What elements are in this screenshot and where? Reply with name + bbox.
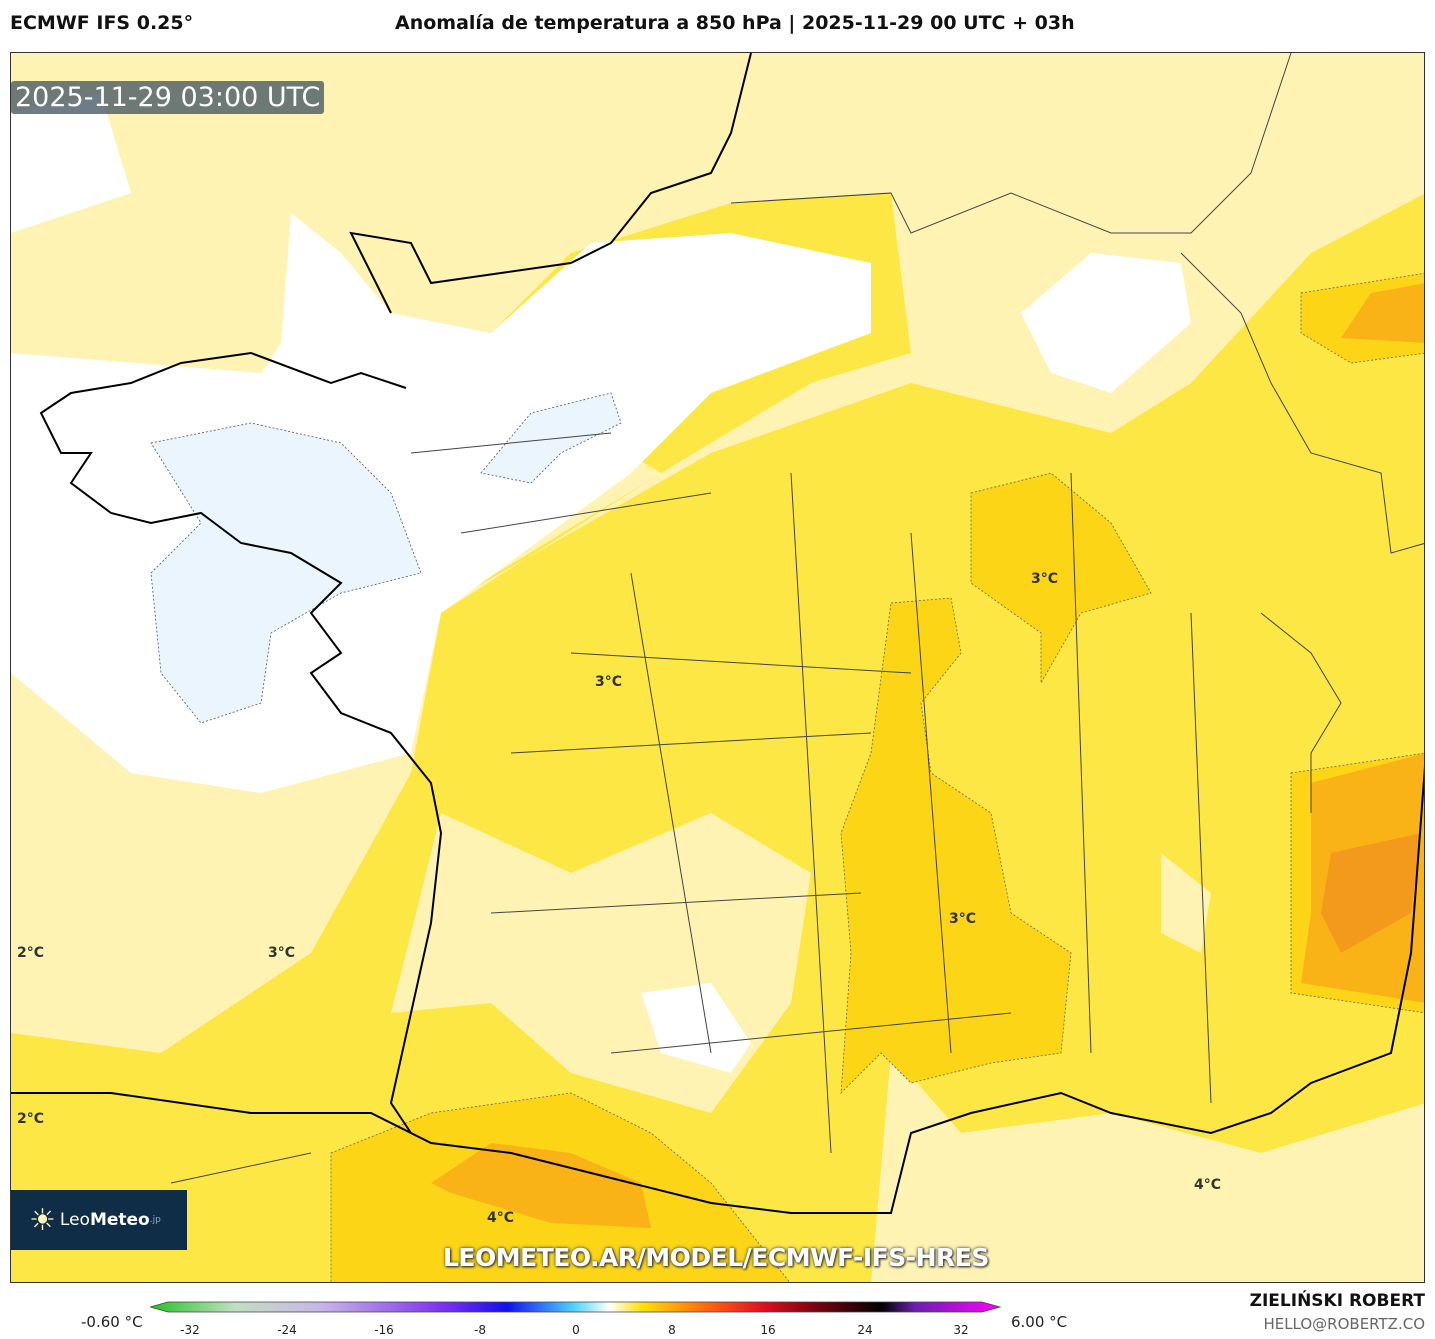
- colorbar: [150, 1301, 1002, 1313]
- leometeo-logo[interactable]: ☀ Leo Meteo .jp: [11, 1190, 187, 1250]
- colorbar-tick: 16: [760, 1323, 776, 1337]
- colorbar-tick: -24: [277, 1323, 297, 1337]
- logo-text-bold: Meteo: [89, 1210, 150, 1230]
- sun-icon: ☀: [29, 1202, 56, 1238]
- colorbar-tick: -16: [374, 1323, 394, 1337]
- field-white: [11, 93, 1191, 1073]
- colorbar-tick: 24: [857, 1323, 873, 1337]
- contour-label: 2°C: [17, 945, 45, 961]
- model-url[interactable]: LEOMETEO.AR/MODEL/ECMWF-IFS-HRES: [443, 1243, 989, 1272]
- contour-label: 3°C: [595, 674, 623, 690]
- contour-label: 2°C: [17, 1111, 45, 1127]
- contour-label: 3°C: [1031, 571, 1059, 587]
- colorbar-tick: 8: [668, 1323, 676, 1337]
- valid-time: 2025-11-29 03:00 UTC: [11, 81, 325, 114]
- map[interactable]: 2025-11-29 03:00 UTC 3°C 3°C 3°C 2°C 3°C…: [10, 52, 1425, 1283]
- range-max: 6.00 °C: [1011, 1313, 1068, 1331]
- colorbar-fill: [150, 1301, 1002, 1313]
- colorbar-tick: 32: [953, 1323, 969, 1337]
- anomaly-field: [11, 53, 1424, 1282]
- field-dark-orange: [1321, 833, 1421, 953]
- range-min: -0.60 °C: [81, 1313, 143, 1331]
- colorbar-tick: -8: [474, 1323, 486, 1337]
- colorbar-tick: 0: [572, 1323, 580, 1337]
- colorbar-tick: -32: [180, 1323, 200, 1337]
- logo-suffix: .jp: [149, 1215, 161, 1225]
- author: ZIELIŃSKI ROBERT: [1249, 1291, 1425, 1311]
- coastline: [11, 53, 1424, 1214]
- logo-text: Leo: [59, 1210, 90, 1230]
- model-name: ECMWF IFS 0.25°: [10, 12, 194, 34]
- contour-label: 3°C: [268, 945, 296, 961]
- field-deep-yellow: [330, 272, 1424, 1282]
- contour-label: 4°C: [487, 1210, 515, 1226]
- borders: [170, 53, 1424, 1184]
- chart-title: Anomalía de temperatura a 850 hPa | 2025…: [395, 12, 1075, 34]
- field-light-blue: [150, 392, 622, 724]
- contour-label: 4°C: [1194, 1177, 1222, 1193]
- author-email[interactable]: HELLO@ROBERTZ.CO: [1263, 1315, 1425, 1333]
- contour-label: 3°C: [949, 911, 977, 927]
